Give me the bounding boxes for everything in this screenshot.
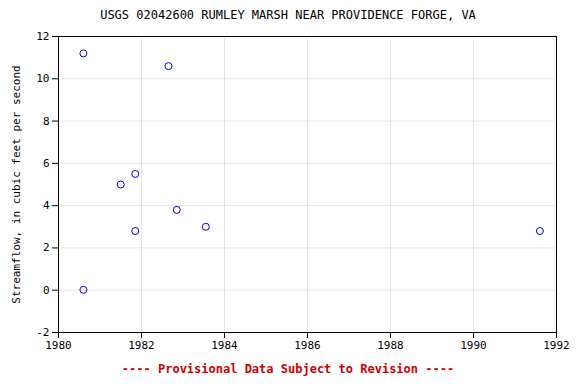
svg-text:1984: 1984 xyxy=(211,339,238,352)
html-text:---- Provisional Data Subject: ---- Provisional Data Subject to Revisio… xyxy=(121,362,455,376)
svg-text:0: 0 xyxy=(43,284,50,297)
svg-text:2: 2 xyxy=(43,241,50,254)
svg-text:1986: 1986 xyxy=(294,339,321,352)
svg-text:6: 6 xyxy=(43,157,50,170)
svg-text:1992: 1992 xyxy=(543,339,570,352)
svg-text:4: 4 xyxy=(43,199,50,212)
svg-text:Streamflow, in cubic feet per: Streamflow, in cubic feet per second xyxy=(10,65,23,303)
svg-text:8: 8 xyxy=(43,115,50,128)
svg-text:-2: -2 xyxy=(36,326,49,339)
html-text:USGS 02042600 RUMLEY MARSH NEA: USGS 02042600 RUMLEY MARSH NEAR PROVIDEN… xyxy=(100,8,476,22)
svg-text:1980: 1980 xyxy=(45,339,72,352)
svg-text:1982: 1982 xyxy=(128,339,155,352)
svg-text:1990: 1990 xyxy=(460,339,487,352)
svg-text:1988: 1988 xyxy=(377,339,404,352)
svg-text:12: 12 xyxy=(36,30,49,43)
svg-text:10: 10 xyxy=(36,72,49,85)
